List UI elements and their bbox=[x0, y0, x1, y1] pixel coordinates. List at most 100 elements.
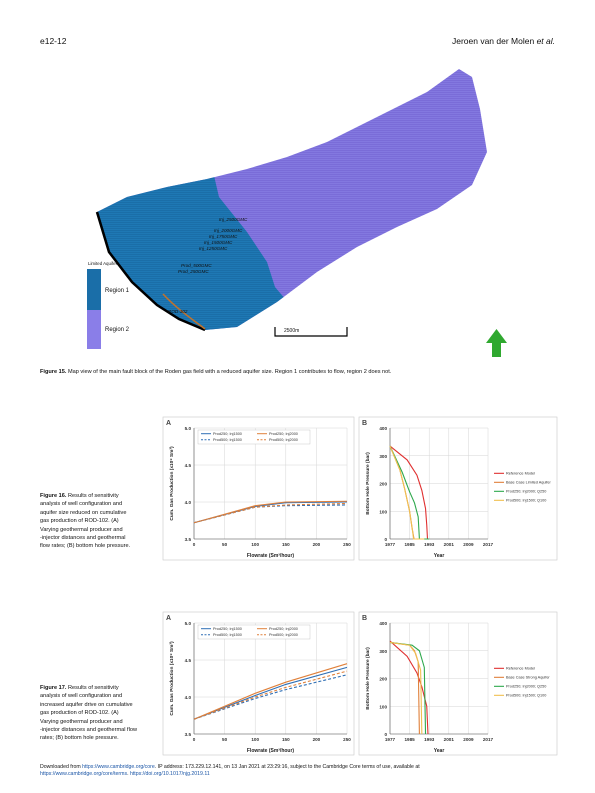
x-axis-label: Year bbox=[434, 748, 445, 754]
caption-line: gas production of ROD-102. (A) bbox=[40, 710, 119, 717]
x-tick-label: 0 bbox=[193, 737, 196, 742]
y-tick-label: 200 bbox=[379, 677, 387, 682]
caption-line: aquifer size reduced on cumulative bbox=[40, 509, 127, 516]
y-tick-label: 0 bbox=[384, 732, 387, 737]
footer-text: Downloaded from bbox=[40, 764, 83, 770]
x-tick-label: 2009 bbox=[463, 737, 474, 742]
series-line bbox=[193, 500, 348, 524]
legend-label: Prod250; Inj1500 bbox=[213, 627, 242, 631]
legend-title: Limited Aquifer bbox=[88, 261, 118, 266]
series-line bbox=[193, 674, 348, 720]
legend-label: Prod250; Inj2000; Q250 bbox=[506, 685, 546, 689]
caption-line: -injector distances and geothermal bbox=[40, 535, 126, 542]
x-tick-label: 250 bbox=[343, 542, 351, 547]
y-tick-label: 4.0 bbox=[185, 500, 192, 505]
y-tick-label: 5.0 bbox=[185, 426, 192, 431]
legend-label: Prod500; Inj1500 bbox=[213, 438, 242, 442]
x-axis-label: Flowrate (Sm³/hour) bbox=[247, 748, 295, 754]
legend-label: Prod250; Inj2000 bbox=[269, 432, 298, 436]
y-tick-label: 4.5 bbox=[185, 463, 192, 468]
figure15-caption-text: Map view of the main fault block of the … bbox=[68, 369, 392, 375]
well-label: ROD-102 bbox=[168, 309, 188, 314]
series-line bbox=[389, 640, 429, 735]
scale-bar bbox=[274, 327, 348, 337]
y-tick-label: 300 bbox=[379, 454, 387, 459]
figure16-panel-b-chart: B 0 100 200 300 400 1977 1985 1993 2001 2009 2017 Ye… bbox=[358, 416, 558, 561]
well-trajectory-rod102 bbox=[162, 293, 206, 330]
series-line bbox=[193, 670, 348, 720]
y-tick-label: 0 bbox=[384, 537, 387, 542]
well-label: Inj_1500GMC bbox=[204, 240, 233, 245]
y-tick-label: 5.0 bbox=[185, 621, 192, 626]
figure17-caption: Figure 17. Results of sensitivity analys… bbox=[40, 684, 152, 743]
y-axis-label: Cum. Gas Production (x10⁹ Sm³) bbox=[169, 446, 175, 521]
x-tick-label: 1985 bbox=[404, 542, 415, 547]
caption-line: gas production of ROD-102. (A) bbox=[40, 518, 119, 525]
y-tick-label: 200 bbox=[379, 482, 387, 487]
series-line bbox=[389, 445, 425, 540]
y-tick-label: 300 bbox=[379, 649, 387, 654]
footer-text: . bbox=[127, 771, 130, 778]
panel-letter: B bbox=[362, 615, 367, 622]
footer-link-terms[interactable]: https://www.cambridge.org/core/terms bbox=[40, 771, 128, 778]
series-line bbox=[389, 641, 423, 735]
fault-boundary bbox=[95, 211, 206, 332]
panel-letter: B bbox=[362, 420, 367, 427]
x-axis-label: Flowrate (Sm³/hour) bbox=[247, 553, 295, 559]
legend-label: Prod500; Inj2000 bbox=[269, 438, 298, 442]
x-tick-label: 2017 bbox=[483, 737, 494, 742]
y-tick-label: 3.5 bbox=[185, 732, 192, 737]
caption-line: analysis of well configuration and bbox=[40, 693, 123, 700]
x-tick-label: 250 bbox=[343, 737, 351, 742]
well-label: Inj_2000GMC bbox=[214, 228, 243, 233]
x-tick-label: 2017 bbox=[483, 542, 494, 547]
y-axis-label: Bottom Hole Pressure (bar) bbox=[365, 647, 371, 710]
well-label: Inj_1750GMC bbox=[209, 234, 238, 239]
legend-box bbox=[197, 624, 311, 640]
well-label: Prod_250GMC bbox=[178, 269, 209, 274]
x-tick-label: 2001 bbox=[444, 542, 455, 547]
caption-line: rates; (B) bottom hole pressure. bbox=[40, 735, 119, 742]
series-line bbox=[193, 663, 348, 720]
panel-letter: A bbox=[166, 420, 171, 427]
y-tick-label: 100 bbox=[379, 509, 387, 514]
figure17-panel-a-chart: A 3.5 4.0 4.5 5.0 0 50 100 150 200 250 Flowrate (Sm… bbox=[162, 611, 355, 756]
x-tick-label: 50 bbox=[222, 542, 228, 547]
footer-link-core[interactable]: https://www.cambridge.org/core bbox=[82, 764, 155, 770]
x-tick-label: 1993 bbox=[424, 737, 435, 742]
page-number: e12-12 bbox=[40, 36, 67, 46]
legend-label: Base Case Strong Aquifer bbox=[506, 676, 550, 680]
x-tick-label: 50 bbox=[222, 737, 228, 742]
legend-label: Reference Model bbox=[506, 667, 535, 671]
y-axis-label: Bottom Hole Pressure (bar) bbox=[365, 452, 371, 515]
x-tick-label: 2001 bbox=[444, 737, 455, 742]
caption-line: analysis of well configuration and bbox=[40, 501, 123, 508]
legend-label: Prod250; Inj2000 bbox=[269, 627, 298, 631]
caption-line: flow rates; (B) bottom hole pressure. bbox=[40, 543, 131, 550]
legend-label-region2: Region 2 bbox=[105, 327, 130, 333]
footer-link-doi[interactable]: https://doi.org/10.1017/njg.2019.11 bbox=[129, 771, 210, 778]
running-author: Jeroen van der Molen et al. bbox=[452, 36, 555, 46]
legend-label: Prod500; Inj1500; Q100 bbox=[506, 694, 546, 698]
caption-line: Varying geothermal producer and bbox=[40, 526, 123, 533]
y-tick-label: 3.5 bbox=[185, 537, 192, 542]
legend-swatch-region2 bbox=[87, 310, 101, 349]
panel-letter: A bbox=[166, 615, 171, 622]
x-tick-label: 200 bbox=[313, 542, 321, 547]
series-line bbox=[193, 666, 348, 720]
y-tick-label: 400 bbox=[379, 621, 387, 626]
x-tick-label: 150 bbox=[282, 737, 290, 742]
y-tick-label: 100 bbox=[379, 704, 387, 709]
well-label: Prod_500GMC bbox=[181, 263, 212, 268]
y-tick-label: 4.5 bbox=[185, 658, 192, 663]
caption-line: -injector distances and geothermal flow bbox=[40, 727, 138, 734]
caption-line: Results of sensitivity bbox=[68, 493, 119, 499]
x-tick-label: 100 bbox=[251, 542, 259, 547]
legend-label: Prod500; Inj1500 bbox=[213, 633, 242, 637]
author-name: Jeroen van der Molen bbox=[451, 36, 535, 46]
legend-label: Reference Model bbox=[506, 472, 535, 476]
x-tick-label: 100 bbox=[251, 737, 259, 742]
x-tick-label: 1985 bbox=[404, 737, 415, 742]
caption-line: Results of sensitivity bbox=[68, 685, 119, 691]
figure15-map: Inj_2500GMC Inj_2000GMC Inj_1750GMC Inj_… bbox=[87, 47, 507, 359]
